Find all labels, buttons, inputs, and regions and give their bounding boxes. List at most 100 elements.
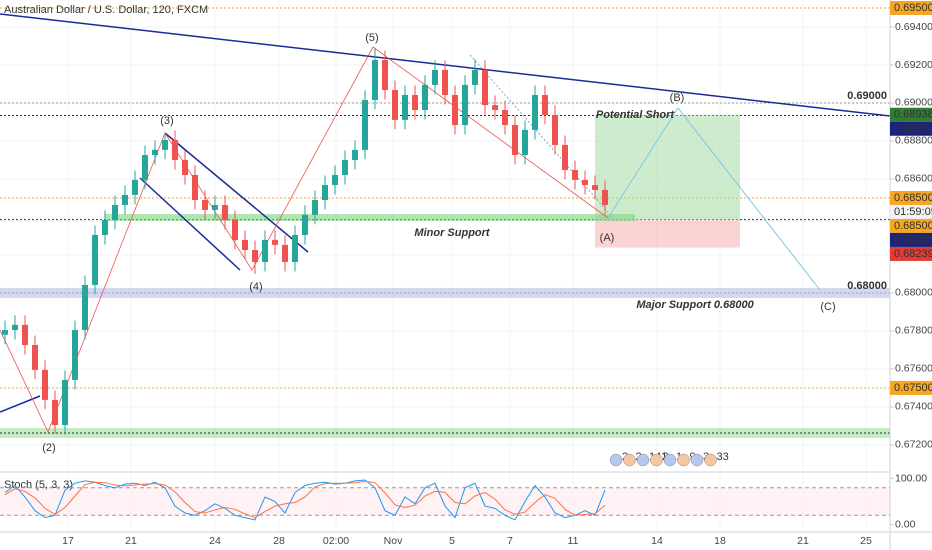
candle-body xyxy=(262,239,268,262)
event-icon xyxy=(623,453,636,467)
price-badge xyxy=(890,190,932,205)
candle-body xyxy=(552,114,558,145)
event-icon xyxy=(704,453,717,467)
candle-body xyxy=(312,200,318,215)
trendline xyxy=(0,395,41,413)
price-badge-label: 0.68386 xyxy=(894,234,932,246)
candle-body xyxy=(92,235,98,285)
candle-body xyxy=(472,69,478,85)
channel-line xyxy=(164,132,309,253)
x-tick-label: 11 xyxy=(568,535,579,547)
candle-body xyxy=(12,324,18,330)
candle-body xyxy=(32,344,38,370)
price-badge-label: 0.68500 xyxy=(894,220,932,232)
candle-body xyxy=(242,239,248,251)
candle-body xyxy=(62,379,68,425)
candle-body xyxy=(232,219,238,240)
y-tick-label: 0.67400 xyxy=(895,401,932,413)
wave-label: (4) xyxy=(249,281,262,293)
event-icon xyxy=(690,453,704,467)
candle-body xyxy=(432,69,438,85)
candle-body xyxy=(122,194,128,205)
price-badge-label: 0.67500 xyxy=(894,382,932,394)
x-tick-label: 25 xyxy=(860,535,872,547)
event-icon xyxy=(677,453,690,467)
level-label: 0.68000 xyxy=(847,280,887,292)
candle-body xyxy=(182,159,188,175)
wave-label: (2) xyxy=(42,442,55,454)
candle-body xyxy=(192,174,198,201)
wave-label: (C) xyxy=(820,301,835,313)
x-tick-label: 24 xyxy=(209,535,221,547)
candle-body xyxy=(542,94,548,115)
candle-body xyxy=(422,84,428,110)
candle-body xyxy=(212,204,218,210)
candle-body xyxy=(412,94,418,110)
candle-body xyxy=(22,324,28,345)
y-tick-label: 0.67800 xyxy=(895,325,932,337)
channel-line xyxy=(139,177,241,271)
candle-body xyxy=(302,214,308,235)
event-icon xyxy=(609,453,623,467)
candle-body xyxy=(152,149,158,156)
candle-body xyxy=(142,155,148,180)
wave-label: (5) xyxy=(365,32,378,44)
price-badge xyxy=(890,246,932,261)
x-tick-label: 7 xyxy=(507,535,513,547)
candle-body xyxy=(342,159,348,175)
candle-body xyxy=(172,140,178,160)
candle-body xyxy=(362,99,368,150)
projection-path xyxy=(607,107,821,291)
candle-body xyxy=(522,129,528,156)
wave-path xyxy=(0,46,609,434)
candle-body xyxy=(292,235,298,262)
y-tick-label: 0.68600 xyxy=(895,173,932,185)
candle-body xyxy=(462,84,468,126)
x-tick-label: 21 xyxy=(125,535,137,547)
price-badge-label: 0.69500 xyxy=(894,2,932,14)
candle-body xyxy=(382,60,388,91)
annotation: Potential Short xyxy=(596,109,676,121)
candle-body xyxy=(272,239,278,245)
annotation: Minor Support xyxy=(414,227,490,239)
price-badge xyxy=(890,232,932,247)
profit-zone xyxy=(595,114,740,220)
x-tick-label: 28 xyxy=(273,535,285,547)
dotted-trend xyxy=(469,54,609,213)
x-tick-label: Nov xyxy=(384,535,403,547)
annotation: Major Support 0.68000 xyxy=(636,299,754,311)
y-tick-label: 0.67600 xyxy=(895,363,932,375)
candle-body xyxy=(492,105,498,110)
event-icon xyxy=(650,453,663,467)
level-label: 0.69000 xyxy=(847,90,887,102)
candle-body xyxy=(202,200,208,210)
candle-body xyxy=(452,94,458,126)
candle-body xyxy=(102,219,108,235)
x-tick-label: 14 xyxy=(651,535,663,547)
price-badge-label: 0.68938 xyxy=(894,109,932,121)
wave-label: (B) xyxy=(670,92,685,104)
stoch-tick-label: 0.00 xyxy=(895,518,916,530)
candle-body xyxy=(442,69,448,95)
candle-body xyxy=(402,94,408,120)
x-tick-label: 02:00 xyxy=(323,535,349,547)
candle-body xyxy=(252,250,258,262)
candle-body xyxy=(582,179,588,186)
candle-body xyxy=(532,94,538,130)
y-tick-label: 0.69400 xyxy=(895,21,932,33)
event-icon xyxy=(663,453,677,467)
price-badge xyxy=(890,380,932,395)
y-tick-label: 0.68000 xyxy=(895,287,932,299)
candle-body xyxy=(222,204,228,220)
candle-body xyxy=(132,179,138,195)
candle-body xyxy=(332,174,338,186)
candle-body xyxy=(82,284,88,330)
price-badge xyxy=(890,107,932,122)
candle-body xyxy=(572,170,578,180)
candle-body xyxy=(602,189,608,205)
price-badge xyxy=(890,0,932,15)
y-tick-label: 0.67200 xyxy=(895,439,932,451)
price-badge-label: 0.68239 xyxy=(894,248,932,260)
